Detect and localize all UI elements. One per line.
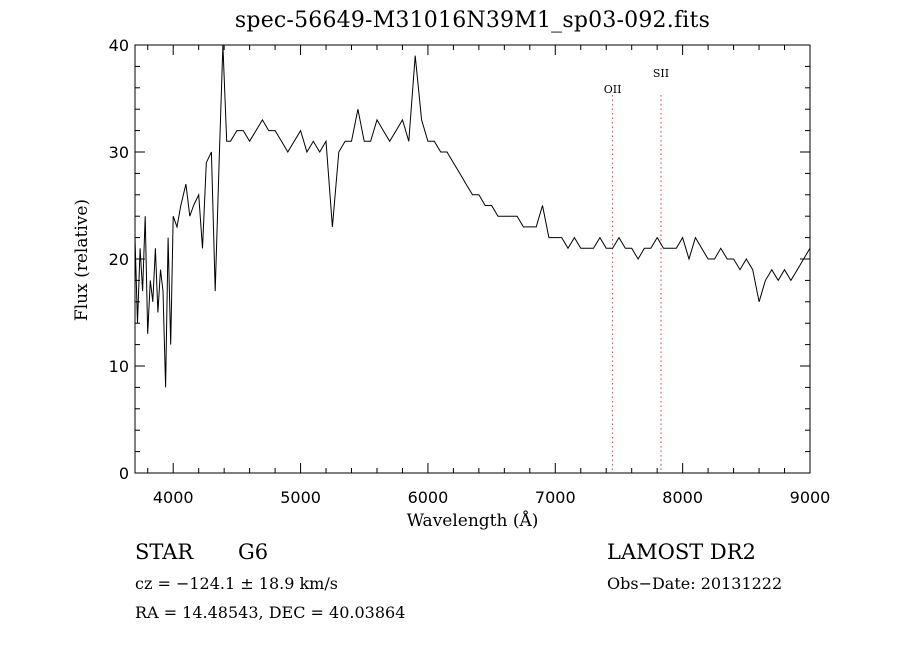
y-tick-label: 40 xyxy=(109,36,129,55)
x-axis-label: Wavelength (Å) xyxy=(406,511,539,531)
x-tick-label: 7000 xyxy=(535,488,576,507)
axis-tick-labels: 4000 5000 6000 7000 8000 9000 0 10 20 30 40 xyxy=(109,36,831,507)
spectrum-line xyxy=(134,44,811,388)
y-tick-label: 10 xyxy=(109,357,129,376)
marker-label: OII xyxy=(604,83,622,96)
coordinates: RA = 14.48543, DEC = 40.03864 xyxy=(135,603,406,622)
x-tick-label: 9000 xyxy=(790,488,831,507)
y-tick-label: 0 xyxy=(119,464,129,483)
redshift-velocity: cz = −124.1 ± 18.9 km/s xyxy=(135,574,338,593)
chart-title: spec-56649-M31016N39M1_sp03-092.fits xyxy=(234,8,711,33)
y-tick-label: 20 xyxy=(109,250,129,269)
x-tick-label: 5000 xyxy=(280,488,321,507)
x-tick-label: 4000 xyxy=(153,488,194,507)
survey-name: LAMOST DR2 xyxy=(607,540,756,564)
object-subclass: G6 xyxy=(238,540,269,564)
y-tick-label: 30 xyxy=(109,143,129,162)
observation-date: Obs−Date: 20131222 xyxy=(607,574,783,593)
emission-line-markers: OII SII xyxy=(604,67,669,473)
marker-label: SII xyxy=(653,67,669,80)
x-tick-label: 6000 xyxy=(408,488,449,507)
x-tick-label: 8000 xyxy=(662,488,703,507)
y-axis-label: Flux (relative) xyxy=(72,198,92,322)
object-class: STAR xyxy=(135,540,194,564)
axis-ticks xyxy=(135,44,811,474)
